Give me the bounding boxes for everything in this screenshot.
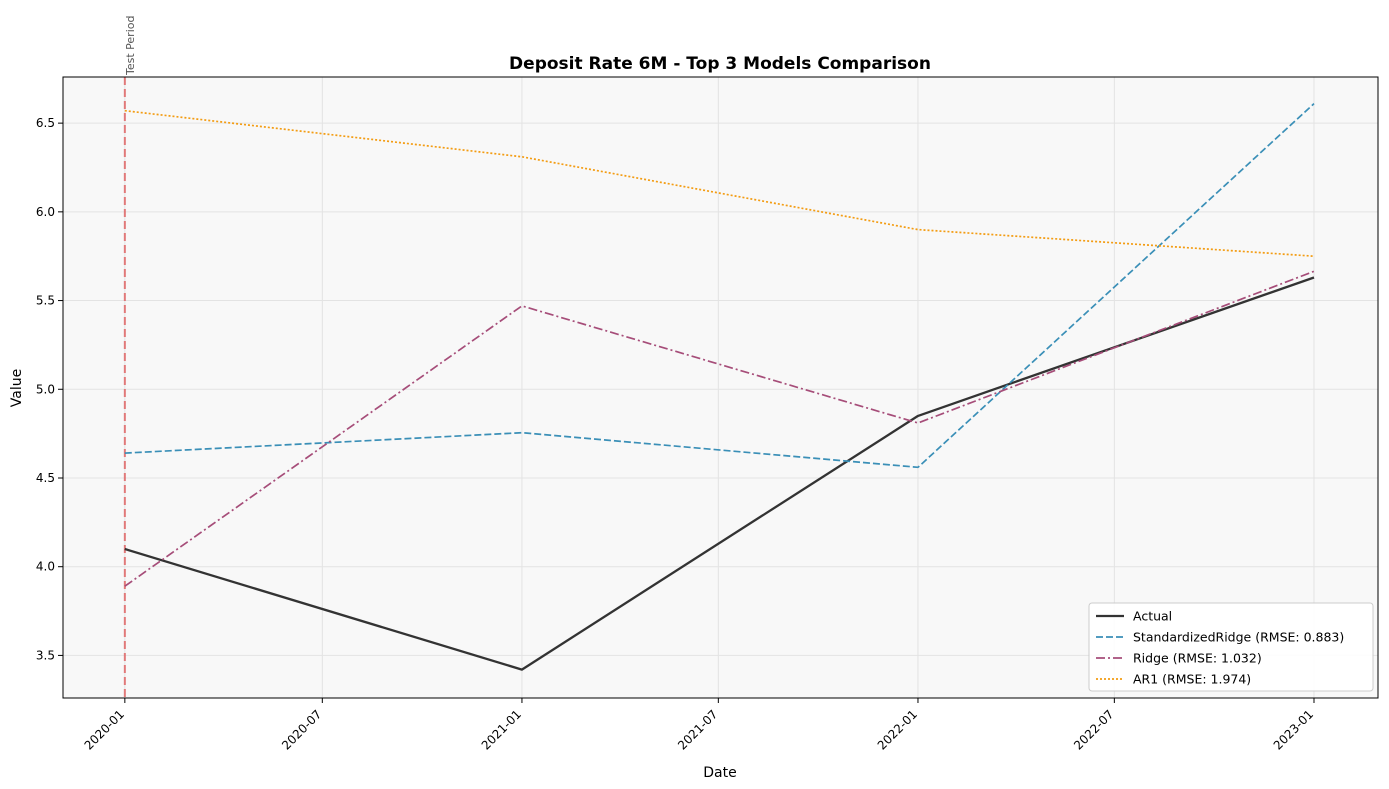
plot-frame	[62, 76, 1379, 699]
x-axis: 2020-01 2020-07 2021-01 2021-07 2022-01 2022-…	[82, 698, 1316, 753]
chart-title: Deposit Rate 6M - Top 3 Models Compariso…	[509, 54, 931, 74]
legend-box	[1088, 602, 1374, 692]
x-tick-label: 2021-01	[479, 707, 524, 752]
grid	[63, 77, 1378, 698]
legend-label-0: Actual	[1133, 609, 1172, 624]
test-period-label: Test Period	[124, 16, 137, 76]
x-tick-label: 2020-07	[279, 707, 324, 752]
x-tick-label: 2022-07	[1071, 707, 1116, 752]
x-tick-label: 2020-01	[82, 707, 127, 752]
legend: Actual StandardizedRidge (RMSE: 0.883) Rid…	[1088, 602, 1374, 692]
y-axis: 3.5 4.0 4.5 5.0 5.5 6.0 6.5	[36, 116, 63, 662]
y-tick-label: 6.5	[36, 116, 55, 130]
x-tick-label: 2023-01	[1271, 707, 1316, 752]
y-axis-title: Value	[9, 369, 25, 407]
series-line-3	[124, 109, 1315, 258]
y-tick-label: 5.0	[36, 382, 55, 396]
plot-background	[63, 77, 1378, 698]
x-tick-label: 2021-07	[675, 707, 720, 752]
y-tick-label: 5.5	[36, 294, 55, 308]
test-period-annotation: Test Period	[124, 16, 137, 698]
y-tick-label: 3.5	[36, 648, 55, 662]
y-tick-label: 6.0	[36, 205, 55, 219]
series-layer	[124, 102, 1315, 671]
legend-label-1: StandardizedRidge (RMSE: 0.883)	[1133, 630, 1344, 645]
x-axis-title: Date	[703, 765, 736, 781]
x-tick-label: 2022-01	[875, 707, 920, 752]
series-line-2	[124, 270, 1315, 587]
y-tick-label: 4.0	[36, 560, 55, 574]
legend-label-3: AR1 (RMSE: 1.974)	[1133, 672, 1251, 687]
legend-label-2: Ridge (RMSE: 1.032)	[1133, 651, 1262, 666]
y-tick-label: 4.5	[36, 471, 55, 485]
series-line-1	[124, 102, 1315, 469]
